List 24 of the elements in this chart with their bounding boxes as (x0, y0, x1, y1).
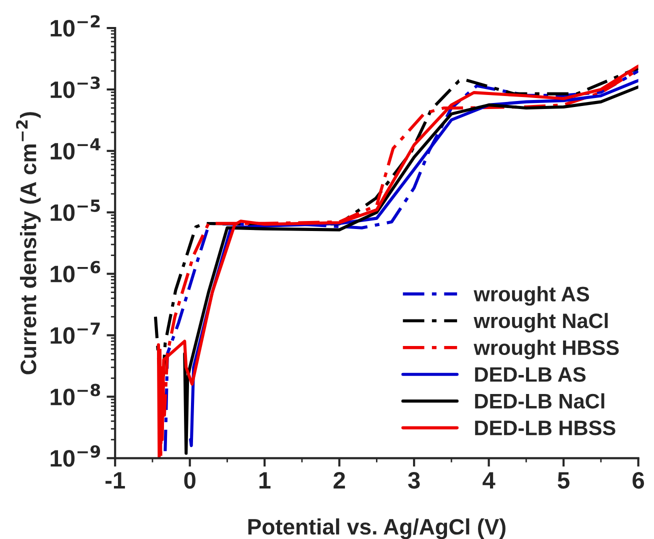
legend-label: DED-LB HBSS (475, 420, 616, 436)
y-tick-label: 10$^{−4}$ (50, 138, 100, 160)
y-tick-label: 10$^{−5}$ (50, 200, 100, 221)
legend-label: wrought NaCl (474, 312, 608, 332)
x-tick-label: 0 (184, 472, 196, 489)
y-tick-label: 10$^{−7}$ (50, 322, 100, 344)
legend-label: DED-LB NaCl (475, 393, 604, 409)
legend-label: wrought AS (474, 286, 590, 306)
x-tick-label: 6 (632, 472, 644, 489)
legend-label: DED-LB AS (475, 367, 586, 382)
y-tick-label: 10$^{−9}$ (50, 445, 100, 467)
y-tick-label: 10$^{−8}$ (50, 384, 100, 406)
y-tick-label: 10$^{−2}$ (50, 15, 100, 37)
y-tick-label: 10$^{−6}$ (50, 260, 100, 282)
y-tick-label: 10$^{−3}$ (50, 76, 100, 98)
x-tick-label: 3 (408, 472, 420, 489)
legend-label: wrought HBSS (474, 340, 619, 360)
y-axis-title: Current density (A cm$^{−2}$) (16, 112, 41, 374)
x-tick-label: 5 (558, 472, 570, 489)
x-tick-label: 2 (334, 472, 345, 488)
x-axis-title: Potential vs. Ag/AgCl (V) (248, 518, 506, 539)
x-tick-label: 4 (482, 472, 496, 488)
x-tick-label: 1 (260, 472, 270, 488)
x-tick-label: -1 (106, 472, 125, 488)
